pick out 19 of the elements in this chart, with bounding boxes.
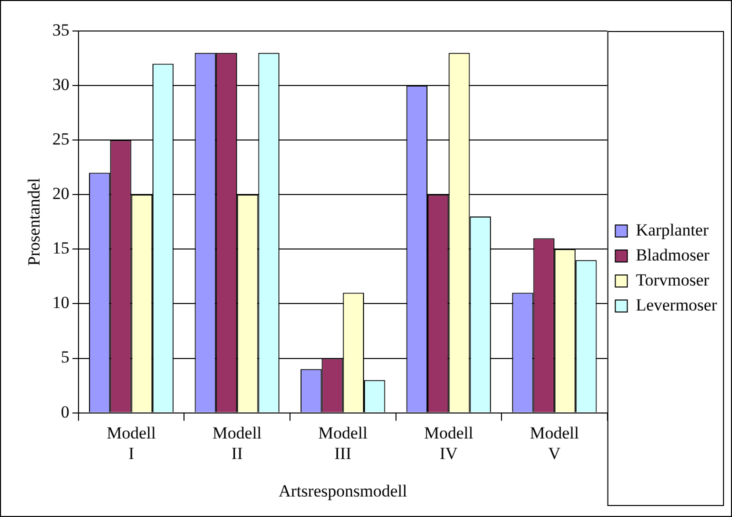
x-tick-label: Modell IV (424, 423, 474, 463)
x-tick-label: Modell II (212, 423, 262, 463)
y-tick-label: 15 (52, 238, 70, 258)
x-tick-label: Modell III (318, 423, 368, 463)
y-tick-label: 5 (60, 348, 70, 367)
x-axis-title: Artsresponsmodell (278, 481, 408, 500)
y-tick-label: 30 (52, 75, 70, 94)
y-axis-title: Prosentandel (24, 178, 44, 266)
y-tick-label: 25 (52, 130, 70, 149)
legend-label: Torvmoser (636, 270, 710, 290)
x-tick-label: Modell V (530, 423, 580, 463)
y-tick-label: 35 (52, 20, 70, 40)
y-tick-label: 10 (52, 293, 70, 312)
legend-label: Bladmoser (636, 245, 710, 264)
x-tick-label: Modell I (106, 423, 156, 463)
y-tick-label: 20 (52, 184, 70, 204)
y-tick-label: 0 (60, 402, 70, 422)
legend-label: Levermoser (636, 295, 718, 314)
legend-label: Karplanter (636, 220, 709, 240)
